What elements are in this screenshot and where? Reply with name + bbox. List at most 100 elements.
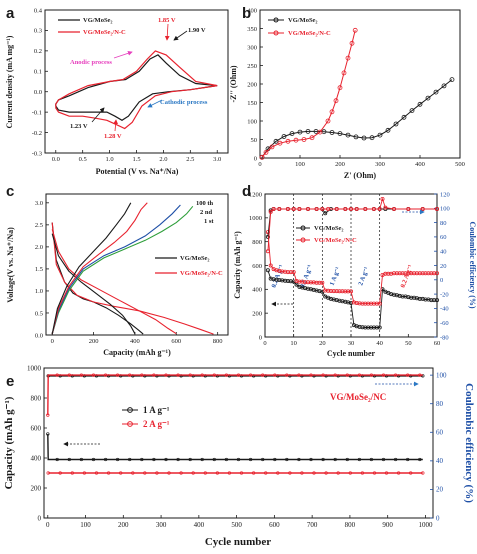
rate-point-red bbox=[271, 206, 276, 211]
cycle-point-red bbox=[46, 471, 50, 475]
y-tick-label: 300 bbox=[247, 44, 257, 51]
x-tick-label: 200 bbox=[118, 521, 129, 529]
cycle-point-red bbox=[188, 373, 192, 377]
legend-e2: 2 A g⁻¹ bbox=[143, 419, 170, 429]
cv-curve-red bbox=[55, 50, 218, 130]
cycle-point-red bbox=[155, 471, 159, 475]
cycle-point-red bbox=[297, 373, 301, 377]
nyquist-point-black bbox=[305, 128, 311, 134]
y-right-tick-label: -20 bbox=[440, 291, 449, 298]
y-tick-label: 3.0 bbox=[35, 200, 43, 207]
x-tick-label: 50 bbox=[405, 340, 412, 347]
nyquist-point-red bbox=[333, 98, 339, 104]
cycle-point-red bbox=[251, 471, 256, 475]
x-tick-label: 400 bbox=[130, 338, 140, 345]
y-right-tick-label: -40 bbox=[440, 306, 449, 313]
nyquist-point-black bbox=[273, 138, 279, 144]
rate-point-red bbox=[434, 271, 439, 276]
nyquist-line-red bbox=[261, 30, 356, 158]
nyquist-point-black bbox=[297, 129, 303, 135]
x-tick-label: 300 bbox=[375, 161, 385, 168]
gcd-curve-red bbox=[51, 222, 214, 335]
y-tick-label: 0.0 bbox=[34, 89, 42, 96]
legend-d1: VG/MoSe₂ bbox=[314, 225, 343, 232]
cycle-point-red bbox=[103, 373, 108, 377]
cycle-point-red bbox=[321, 373, 325, 377]
nyquist-point-red bbox=[309, 135, 315, 141]
x-tick-label: 0 bbox=[263, 340, 266, 347]
cycle-point-black bbox=[140, 457, 144, 462]
cycle-point-red bbox=[261, 373, 265, 377]
rate-point-red bbox=[317, 280, 322, 285]
rate-label: 0.5 A g⁻¹ bbox=[299, 264, 314, 289]
x-tick-label: 600 bbox=[171, 338, 181, 345]
y-tick-label: 1.5 bbox=[35, 266, 43, 273]
x-tick-label: 900 bbox=[382, 521, 393, 529]
rate-point-red bbox=[277, 206, 282, 211]
rate-point-black bbox=[265, 268, 270, 273]
y-tick-label: 400 bbox=[31, 454, 42, 462]
cycle-point-red bbox=[179, 471, 183, 475]
y-tick-label: 0 bbox=[38, 514, 42, 522]
nyquist-point-red bbox=[293, 137, 299, 143]
panel-a-ticks: 0.0 0.5 1.0 1.5 2.0 2.5 3.0 -0.3 -0.2 -0.1 0.0 0.1 0… bbox=[32, 7, 222, 163]
y-tick-label: 600 bbox=[252, 263, 262, 270]
y-tick-label: 400 bbox=[247, 7, 257, 14]
x-tick-label: 400 bbox=[415, 161, 425, 168]
cycle-point-black bbox=[236, 457, 241, 462]
rate-point-red bbox=[268, 263, 273, 268]
cycle-point-black bbox=[393, 457, 398, 462]
rate-point-red bbox=[326, 206, 331, 211]
cycle-point-red bbox=[79, 373, 84, 377]
cycle-point-red bbox=[94, 471, 99, 475]
nyquist-point-black bbox=[289, 131, 295, 137]
cycle-point-red bbox=[91, 373, 96, 377]
cycle-point-red bbox=[55, 373, 59, 377]
nyquist-point-black bbox=[385, 127, 391, 133]
cycle-point-red bbox=[70, 471, 74, 475]
x-tick-label: 0.5 bbox=[79, 156, 87, 163]
y-tick-label: 1000 bbox=[27, 364, 42, 372]
gcd-curve-black bbox=[51, 233, 136, 334]
panel-d-ylabel: Capacity (mAh g⁻¹) bbox=[233, 231, 242, 299]
cycle-point-red bbox=[357, 373, 362, 377]
cycle-point-red bbox=[345, 373, 349, 377]
rate-point-red bbox=[291, 270, 296, 275]
y-right-tick-label: 80 bbox=[440, 220, 447, 227]
y-tick-label: 0.4 bbox=[34, 7, 43, 14]
panel-e-xlabel: Cycle number bbox=[205, 536, 271, 548]
rate-line-black bbox=[267, 208, 437, 237]
y-right-tick-label: 0 bbox=[440, 277, 443, 284]
nyquist-point-red bbox=[263, 149, 269, 155]
nyquist-point-red bbox=[352, 27, 358, 33]
cycle-point-black bbox=[285, 457, 289, 462]
x-tick-label: 600 bbox=[269, 521, 280, 529]
y-tick-label: 50 bbox=[251, 137, 258, 144]
panel-b-xlabel: Z' (Ohm) bbox=[344, 171, 377, 180]
nyquist-point-black bbox=[281, 134, 287, 139]
cycle-point-red bbox=[348, 471, 352, 475]
rate-point-red bbox=[354, 206, 359, 211]
nyquist-point-black bbox=[425, 95, 431, 101]
y-tick-label: 1.0 bbox=[35, 288, 43, 295]
cycle-point-red bbox=[227, 471, 232, 475]
cycle-point-red bbox=[393, 373, 398, 377]
nyquist-point-black bbox=[433, 89, 439, 95]
x-tick-label: 0 bbox=[46, 521, 50, 529]
nyquist-point-red bbox=[325, 118, 331, 124]
y-tick-label: 400 bbox=[252, 287, 262, 294]
x-tick-label: 200 bbox=[335, 161, 345, 168]
rate-point-red bbox=[348, 289, 353, 294]
cycle-point-red bbox=[67, 373, 71, 377]
cycle-point-red bbox=[409, 471, 413, 475]
x-tick-label: 2.0 bbox=[159, 156, 167, 163]
rate-point-red bbox=[434, 206, 439, 211]
nyquist-point-black bbox=[393, 121, 399, 127]
y-tick-label: 0.0 bbox=[35, 332, 43, 339]
cycle-point-red bbox=[248, 373, 253, 377]
rate-point-red bbox=[383, 205, 388, 210]
rate-point-black bbox=[323, 211, 328, 216]
cycle-point-red bbox=[152, 373, 156, 377]
cycle-point-black bbox=[345, 457, 349, 462]
